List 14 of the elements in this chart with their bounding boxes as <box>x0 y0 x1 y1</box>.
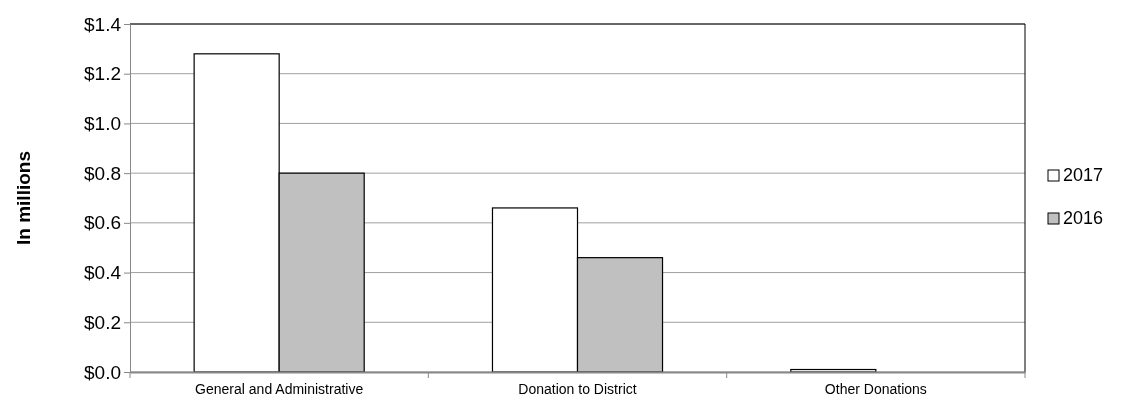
y-tick-label: $0.0 <box>84 361 121 383</box>
y-tick-label: $0.4 <box>84 262 122 284</box>
y-tick-label: $0.2 <box>84 311 121 333</box>
y-tick-label: $1.2 <box>84 63 121 85</box>
legend-label: 2016 <box>1063 208 1104 228</box>
x-tick-label: General and Administrative <box>195 380 364 397</box>
x-tick-label: Other Donations <box>824 380 927 397</box>
legend-label: 2017 <box>1063 165 1104 185</box>
y-tick-label: $1.4 <box>84 13 122 35</box>
y-tick-label: $0.6 <box>84 212 121 234</box>
x-tick-label: Donation to District <box>518 380 637 397</box>
y-tick-label: $0.8 <box>84 162 121 184</box>
y-tick-label: $1.0 <box>84 113 121 135</box>
y-axis-title: In millions <box>13 151 34 245</box>
